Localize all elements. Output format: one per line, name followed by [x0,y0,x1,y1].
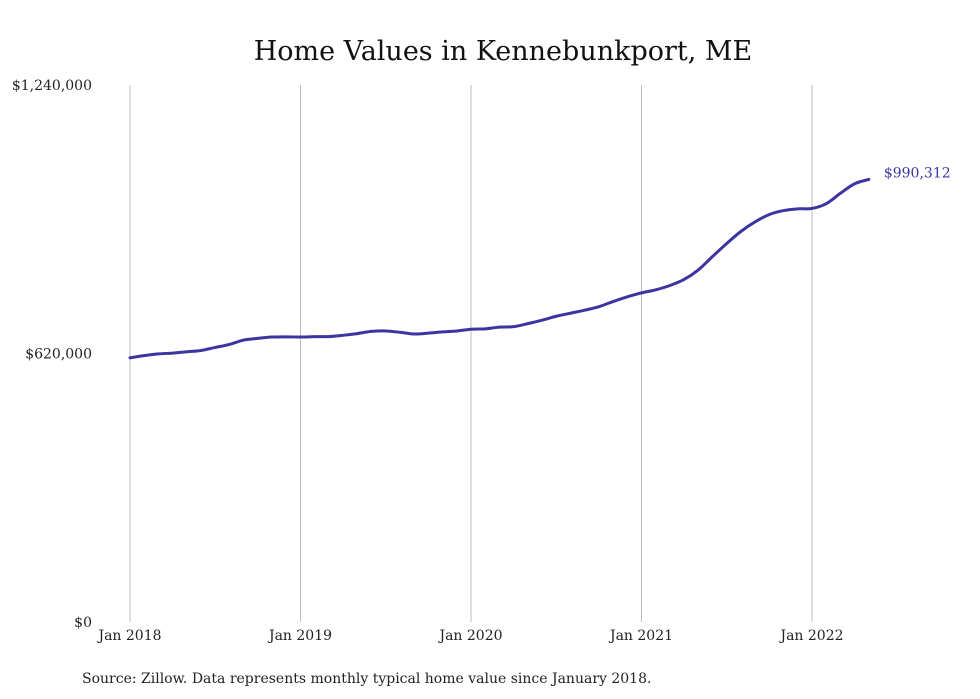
x-axis-ticks: Jan 2018 Jan 2019 Jan 2020 Jan 2021 Jan 2022 [96,628,843,644]
x-tick-label: Jan 2021 [608,628,673,644]
x-tick-label: Jan 2019 [267,628,332,644]
y-tick-label: $1,240,000 [12,78,92,94]
y-axis-ticks: $0 $620,000 $1,240,000 [12,78,92,631]
source-note: Source: Zillow. Data represents monthly … [82,671,651,687]
y-tick-label: $620,000 [25,347,92,363]
x-tick-label: Jan 2022 [778,628,843,644]
x-tick-label: Jan 2018 [96,628,161,644]
gridlines [129,85,813,622]
end-value-label: $990,312 [884,165,951,181]
series-line-home-value [128,177,871,360]
x-tick-label: Jan 2020 [437,628,502,644]
chart-title: Home Values in Kennebunkport, ME [254,36,753,67]
y-tick-label: $0 [74,615,92,631]
